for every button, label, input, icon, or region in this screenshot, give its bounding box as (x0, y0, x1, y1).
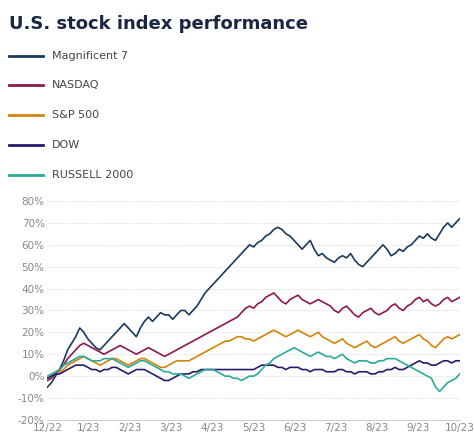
Text: NASDAQ: NASDAQ (52, 80, 100, 91)
Text: S&P 500: S&P 500 (52, 110, 99, 120)
Text: U.S. stock index performance: U.S. stock index performance (9, 15, 309, 33)
Text: DOW: DOW (52, 140, 81, 150)
Text: RUSSELL 2000: RUSSELL 2000 (52, 169, 133, 179)
Text: Magnificent 7: Magnificent 7 (52, 51, 128, 61)
